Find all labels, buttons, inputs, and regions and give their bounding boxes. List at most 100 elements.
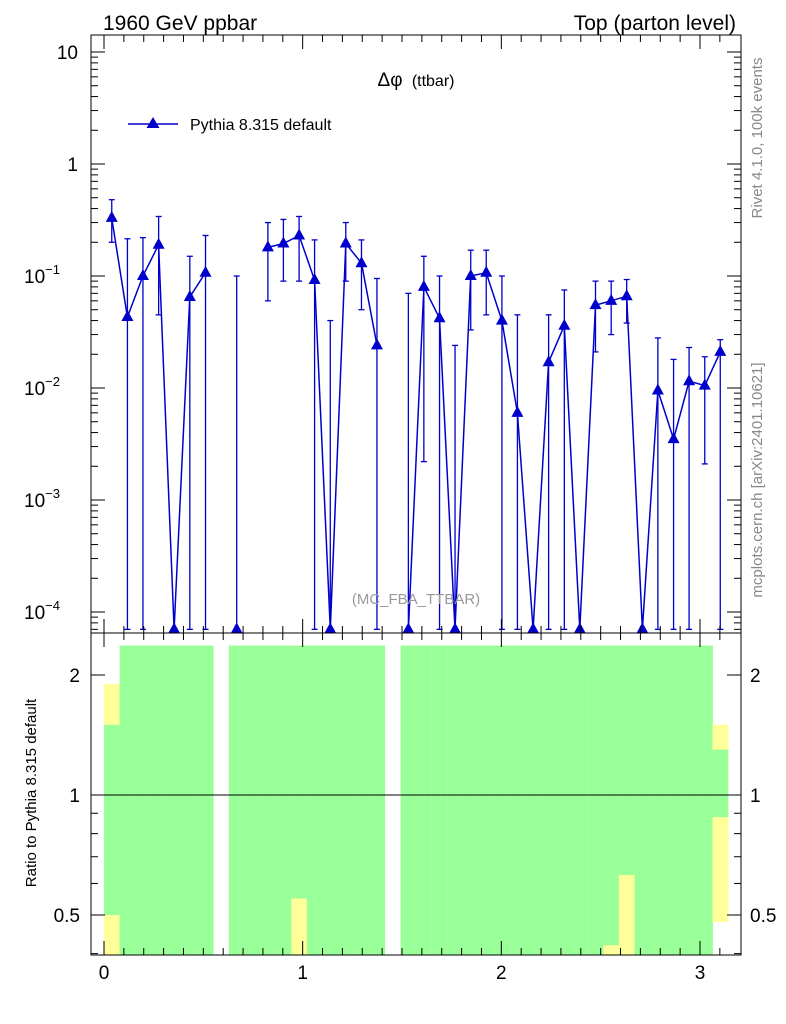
ratio-band-inner xyxy=(150,645,167,955)
ratio-band-inner xyxy=(587,645,604,955)
ratio-band-inner xyxy=(556,645,573,955)
ratio-band-inner xyxy=(462,645,479,955)
ratio-y-tick-label-right: 2 xyxy=(750,666,761,687)
data-point xyxy=(152,237,165,249)
data-point xyxy=(355,256,368,268)
main-plot-content xyxy=(105,199,727,634)
ratio-band-inner xyxy=(681,645,698,955)
main-y-tick-label: 10−4 xyxy=(24,598,60,624)
plot-title-symbol: Δφ xyxy=(378,70,403,91)
mcplots-label: mcplots.cern.ch [arXiv:2401.10621] xyxy=(749,362,766,597)
ratio-band-inner xyxy=(135,645,152,955)
main-x-ticks xyxy=(103,35,721,633)
ratio-band-inner xyxy=(119,645,136,955)
ratio-frame xyxy=(90,632,742,956)
ratio-band-inner xyxy=(618,645,635,875)
data-point xyxy=(480,265,493,277)
data-point xyxy=(605,293,618,305)
data-point xyxy=(636,622,649,634)
legend: Pythia 8.315 default xyxy=(128,117,332,134)
legend-label: Pythia 8.315 default xyxy=(190,117,332,134)
ratio-band-inner xyxy=(478,645,495,955)
ratio-band-inner xyxy=(197,645,214,955)
data-point xyxy=(417,279,430,291)
ratio-x-axis: 0 1 2 3 xyxy=(99,633,721,984)
data-point xyxy=(589,298,602,310)
data-point xyxy=(183,289,196,301)
ratio-y-tick-label: 1 xyxy=(69,786,80,807)
main-panel: 10 1 10−1 10−2 10−3 10−4 Δφ (ttbar) (MC_FBA_T… xyxy=(24,34,742,634)
data-point xyxy=(293,228,306,240)
data-point xyxy=(620,289,633,301)
data-point xyxy=(136,269,149,280)
data-point xyxy=(651,383,664,395)
data-point xyxy=(542,355,555,367)
ratio-band-inner xyxy=(400,645,417,955)
ratio-band-inner xyxy=(306,645,323,955)
right-title: Top (parton level) xyxy=(574,12,736,35)
ratio-y-tick-label-right: 1 xyxy=(750,786,761,807)
ratio-band-inner xyxy=(665,645,682,955)
x-tick-label: 0 xyxy=(99,963,110,984)
ratio-band-inner xyxy=(322,645,339,955)
data-point xyxy=(261,240,274,252)
data-point xyxy=(511,405,524,417)
ratio-y-label: Ratio to Pythia 8.315 default xyxy=(23,698,40,887)
ratio-y-tick-label: 0.5 xyxy=(54,906,80,927)
ratio-y-tick-label: 2 xyxy=(69,666,80,687)
ratio-band-inner xyxy=(525,645,542,955)
ratio-band-inner xyxy=(447,645,464,955)
ratio-band-inner xyxy=(572,645,588,955)
ratio-band-inner xyxy=(431,645,448,955)
ratio-band-inner xyxy=(244,645,261,955)
rivet-label: Rivet 4.1.0, 100k events xyxy=(749,58,766,219)
ratio-band-inner xyxy=(509,645,526,955)
data-point xyxy=(714,344,727,356)
left-title: 1960 GeV ppbar xyxy=(103,12,257,35)
data-point xyxy=(573,622,586,634)
data-point xyxy=(698,378,711,390)
ratio-band-inner xyxy=(712,749,729,818)
ratio-band-inner xyxy=(228,645,245,955)
ratio-band-inner xyxy=(494,645,511,955)
data-point xyxy=(105,210,118,222)
ratio-plot-content xyxy=(91,645,741,955)
ratio-band-inner xyxy=(696,645,713,955)
data-point xyxy=(339,236,352,248)
ratio-band-inner xyxy=(540,645,557,955)
ratio-band-inner xyxy=(416,645,432,955)
ratio-band-inner xyxy=(650,645,666,955)
plot-title-rest: (ttbar) xyxy=(412,73,455,90)
data-point xyxy=(308,273,321,285)
ratio-band-inner xyxy=(182,645,198,955)
ratio-y-axis: 2 2 1 1 0.5 0.5 xyxy=(54,666,776,955)
ratio-band-inner xyxy=(260,645,276,955)
data-point xyxy=(121,310,134,322)
ratio-band-inner xyxy=(369,645,386,955)
ratio-band-inner xyxy=(275,645,292,955)
main-y-tick-label: 10−1 xyxy=(24,262,60,288)
data-point xyxy=(370,338,383,350)
ratio-band-inner xyxy=(353,645,370,955)
main-y-axis: 10 1 10−1 10−2 10−3 10−4 xyxy=(24,43,741,630)
ratio-band-inner xyxy=(103,724,120,915)
main-y-tick-label: 1 xyxy=(67,155,78,176)
ratio-band-inner xyxy=(337,645,354,955)
main-y-tick-label: 10−3 xyxy=(24,486,60,512)
data-point xyxy=(464,269,477,280)
data-point xyxy=(230,622,243,634)
data-point xyxy=(277,236,290,248)
plot-title: Δφ (ttbar) xyxy=(378,70,455,91)
ratio-band-inner xyxy=(166,645,183,955)
legend-marker-icon xyxy=(146,117,160,128)
data-point xyxy=(402,622,415,634)
x-tick-label: 2 xyxy=(496,963,507,984)
x-tick-label: 3 xyxy=(695,963,706,984)
data-point xyxy=(495,313,508,325)
data-point xyxy=(558,318,571,330)
data-point xyxy=(168,622,181,634)
ratio-panel: 2 2 1 1 0.5 0.5 0 1 2 3 Ratio to Pythia 8.315 de… xyxy=(23,632,776,984)
main-y-tick-label: 10 xyxy=(57,43,78,64)
ratio-y-tick-label-right: 0.5 xyxy=(750,906,776,927)
